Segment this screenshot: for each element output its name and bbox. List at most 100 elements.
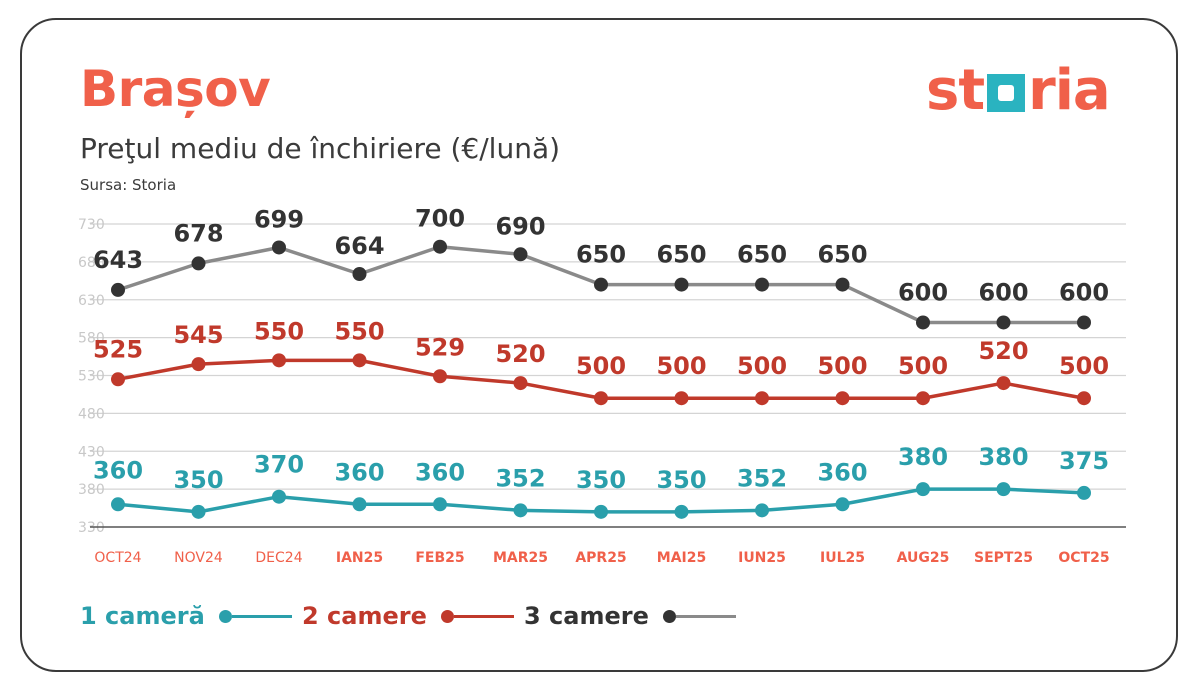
data-label-3-camere: 600 [898, 278, 948, 306]
data-point-2-camere [272, 353, 286, 368]
storia-logo: st ria [926, 57, 1111, 123]
logo-text-left: st [926, 57, 985, 123]
y-tick-label: 680 [78, 255, 105, 271]
data-label-2-camere: 500 [576, 352, 626, 380]
data-label-2-camere: 500 [737, 352, 787, 380]
y-tick-label: 580 [78, 331, 105, 347]
y-tick-label: 330 [78, 520, 105, 536]
data-point-3-camere [996, 315, 1011, 330]
chart-subtitle: Preţul mediu de închiriere (€/lună) [80, 132, 561, 165]
legend-label-1-camera: 1 cameră [80, 602, 205, 630]
data-label-2-camere: 520 [978, 337, 1028, 365]
source-note: Sursa: Storia [80, 176, 177, 194]
data-label-1-camera: 350 [656, 466, 706, 494]
data-point-1-camera [755, 503, 769, 518]
legend-line-3-camere [675, 614, 736, 618]
data-label-1-camera: 380 [898, 443, 948, 471]
card-frame [20, 18, 1178, 672]
data-label-2-camere: 500 [656, 352, 706, 380]
legend-label-2-camere: 2 camere [302, 602, 427, 630]
data-label-2-camere: 520 [495, 340, 545, 368]
y-tick-label: 730 [78, 217, 105, 233]
x-tick-label: MAR25 [493, 550, 548, 566]
data-label-1-camera: 350 [173, 466, 223, 494]
data-point-3-camere [191, 256, 206, 271]
data-label-1-camera: 380 [978, 443, 1028, 471]
data-point-3-camere [674, 277, 689, 292]
data-point-1-camera [674, 504, 689, 519]
data-label-2-camere: 525 [93, 335, 143, 363]
data-point-3-camere [111, 282, 125, 297]
data-label-3-camere: 650 [576, 241, 626, 269]
data-point-3-camere [1077, 315, 1091, 330]
data-label-2-camere: 545 [173, 321, 223, 349]
x-tick-label: DEC24 [255, 550, 302, 566]
data-label-1-camera: 370 [254, 451, 304, 479]
data-point-1-camera [594, 504, 608, 519]
data-point-2-camere [674, 391, 689, 406]
data-point-1-camera [433, 497, 447, 512]
legend-line-1-camera [231, 614, 292, 618]
data-point-2-camere [835, 391, 850, 406]
data-label-1-camera: 352 [495, 464, 545, 492]
legend-label-3-camere: 3 camere [524, 602, 649, 630]
x-tick-label: FEB25 [415, 550, 464, 566]
data-point-1-camera [513, 503, 528, 518]
data-point-1-camera [352, 497, 367, 512]
data-point-1-camera [1077, 485, 1091, 500]
data-point-3-camere [755, 277, 769, 292]
data-label-2-camere: 529 [415, 333, 465, 361]
data-label-3-camere: 650 [656, 241, 706, 269]
data-point-2-camere [433, 369, 447, 384]
data-label-1-camera: 360 [93, 456, 143, 484]
data-point-2-camere [191, 357, 206, 372]
x-tick-label: IAN25 [336, 550, 383, 566]
x-tick-label: MAI25 [657, 550, 706, 566]
data-label-3-camere: 678 [173, 219, 223, 247]
data-label-3-camere: 700 [415, 205, 465, 233]
data-label-2-camere: 500 [1059, 352, 1109, 380]
data-label-2-camere: 500 [898, 352, 948, 380]
legend-item-3-camere: 3 camere [524, 598, 736, 634]
x-tick-label: SEPT25 [974, 550, 1033, 566]
data-point-3-camere [352, 266, 367, 281]
y-tick-label: 380 [78, 482, 105, 498]
data-label-3-camere: 643 [93, 246, 143, 274]
legend-marker-3-camere-icon [662, 609, 676, 623]
y-tick-label: 630 [78, 293, 105, 309]
legend-marker-1-camera-icon [218, 609, 232, 623]
y-tick-label: 530 [78, 369, 105, 385]
data-label-3-camere: 600 [1059, 278, 1109, 306]
data-point-3-camere [272, 240, 286, 255]
y-tick-label: 480 [78, 406, 105, 422]
data-label-3-camere: 600 [978, 278, 1028, 306]
data-point-2-camere [352, 353, 367, 368]
data-label-1-camera: 360 [817, 458, 867, 486]
data-label-1-camera: 360 [334, 458, 384, 486]
page-title: Brașov [80, 60, 271, 118]
data-label-3-camere: 664 [334, 232, 384, 260]
data-point-2-camere [1077, 391, 1091, 406]
data-point-3-camere [594, 277, 608, 292]
legend-item-1-camera: 1 cameră [80, 598, 292, 634]
x-tick-label: AUG25 [897, 550, 950, 566]
logo-text-right: ria [1028, 57, 1111, 123]
data-label-3-camere: 650 [737, 241, 787, 269]
legend-item-2-camere: 2 camere [302, 598, 514, 634]
x-tick-label: IUL25 [820, 550, 865, 566]
data-point-2-camere [513, 376, 528, 391]
data-label-2-camere: 550 [334, 317, 384, 345]
data-point-1-camera [191, 504, 206, 519]
y-tick-label: 430 [78, 444, 105, 460]
x-tick-label: OCT24 [94, 550, 141, 566]
data-point-3-camere [513, 247, 528, 262]
data-label-3-camere: 699 [254, 205, 304, 233]
data-label-2-camere: 550 [254, 317, 304, 345]
data-label-1-camera: 350 [576, 466, 626, 494]
data-point-2-camere [996, 376, 1011, 391]
data-point-1-camera [996, 482, 1011, 497]
x-tick-label: IUN25 [738, 550, 786, 566]
data-point-2-camere [111, 372, 125, 387]
data-label-1-camera: 352 [737, 464, 787, 492]
